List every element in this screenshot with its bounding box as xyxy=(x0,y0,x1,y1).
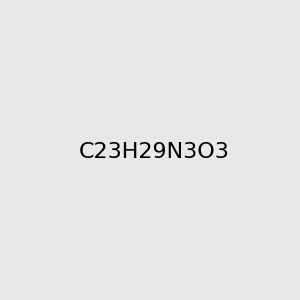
Text: C23H29N3O3: C23H29N3O3 xyxy=(78,142,229,161)
